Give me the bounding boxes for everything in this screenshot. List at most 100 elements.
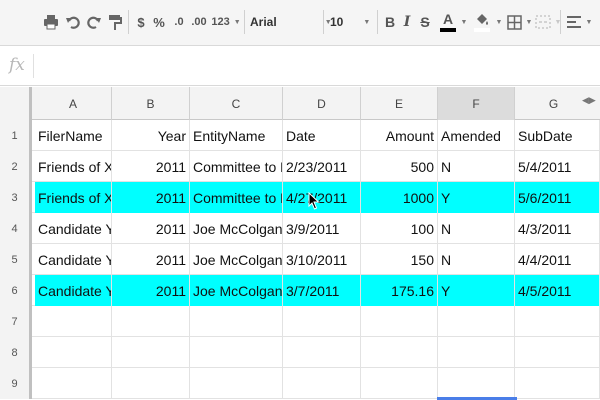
- table-cell[interactable]: [438, 368, 515, 399]
- paint-format-icon[interactable]: [105, 8, 125, 36]
- table-cell[interactable]: Joe McColgan: [190, 244, 283, 275]
- table-cell[interactable]: 2011: [112, 151, 190, 182]
- undo-icon[interactable]: [63, 8, 83, 36]
- more-formats-button[interactable]: 123 ▼: [210, 8, 242, 36]
- table-cell[interactable]: [438, 306, 515, 337]
- table-cell[interactable]: 3/7/2011: [283, 275, 361, 306]
- percent-format-button[interactable]: %: [153, 14, 165, 30]
- table-cell[interactable]: [112, 306, 190, 337]
- table-cell[interactable]: Committee to Elect: [190, 151, 283, 182]
- table-cell[interactable]: Y: [438, 182, 515, 213]
- merge-cells-icon[interactable]: [532, 8, 554, 36]
- column-header-e[interactable]: E: [361, 87, 438, 120]
- table-cell[interactable]: Friends of X: [35, 182, 112, 213]
- table-cell[interactable]: 3/9/2011: [283, 213, 361, 244]
- chevron-down-icon[interactable]: ▼: [460, 18, 468, 26]
- table-cell[interactable]: Committee to Elect: [190, 182, 283, 213]
- table-cell[interactable]: [515, 306, 600, 337]
- column-header-d[interactable]: D: [283, 87, 361, 120]
- table-cell[interactable]: [190, 306, 283, 337]
- print-icon[interactable]: [40, 8, 62, 36]
- table-cell[interactable]: EntityName: [190, 120, 283, 151]
- column-header-f[interactable]: F: [438, 87, 515, 120]
- formula-input[interactable]: [38, 54, 593, 78]
- table-cell[interactable]: SubDate: [515, 120, 600, 151]
- decrease-decimals-button[interactable]: .0: [174, 16, 184, 28]
- table-cell[interactable]: [190, 337, 283, 368]
- row-header[interactable]: 8: [0, 337, 32, 368]
- increase-decimals-button[interactable]: .00: [191, 16, 207, 28]
- column-header-c[interactable]: C: [190, 87, 283, 120]
- table-cell[interactable]: [283, 368, 361, 399]
- font-family-select[interactable]: Arial ▼: [250, 8, 332, 36]
- row-header[interactable]: 6: [0, 275, 32, 306]
- table-cell[interactable]: N: [438, 151, 515, 182]
- table-cell[interactable]: [283, 337, 361, 368]
- table-cell[interactable]: Candidate Y: [35, 244, 112, 275]
- align-left-icon[interactable]: [565, 8, 583, 36]
- table-cell[interactable]: 500: [361, 151, 438, 182]
- table-cell[interactable]: Friends of X: [35, 151, 112, 182]
- column-header-g[interactable]: G: [548, 96, 559, 111]
- table-cell[interactable]: 4/4/2011: [515, 244, 600, 275]
- table-cell[interactable]: [283, 306, 361, 337]
- table-cell[interactable]: [361, 337, 438, 368]
- table-cell[interactable]: Date: [283, 120, 361, 151]
- table-cell[interactable]: 2011: [112, 275, 190, 306]
- table-cell[interactable]: 2011: [112, 213, 190, 244]
- font-size-select[interactable]: 10 ▼: [330, 8, 374, 36]
- row-header[interactable]: 3: [0, 182, 32, 213]
- table-cell[interactable]: 2011: [112, 182, 190, 213]
- table-cell[interactable]: [35, 368, 112, 399]
- table-cell[interactable]: Amended: [438, 120, 515, 151]
- table-cell[interactable]: [112, 368, 190, 399]
- table-cell[interactable]: 100: [361, 213, 438, 244]
- column-header-b[interactable]: B: [112, 87, 190, 120]
- table-cell[interactable]: Joe McColgan: [190, 213, 283, 244]
- table-cell[interactable]: N: [438, 244, 515, 275]
- select-all-corner[interactable]: [0, 87, 32, 120]
- table-cell[interactable]: [515, 337, 600, 368]
- italic-button[interactable]: I: [403, 14, 411, 30]
- chevron-down-icon[interactable]: ▼: [554, 18, 562, 26]
- column-header-a[interactable]: A: [35, 87, 112, 120]
- row-header[interactable]: 2: [0, 151, 32, 182]
- table-cell[interactable]: Year: [112, 120, 190, 151]
- row-header[interactable]: 1: [0, 120, 32, 151]
- bold-button[interactable]: B: [384, 14, 396, 30]
- table-cell[interactable]: 5/6/2011: [515, 182, 600, 213]
- table-cell[interactable]: 1000: [361, 182, 438, 213]
- table-cell[interactable]: Joe McColgan: [190, 275, 283, 306]
- table-cell[interactable]: [361, 368, 438, 399]
- table-cell[interactable]: 4/5/2011: [515, 275, 600, 306]
- strikethrough-button[interactable]: S: [420, 14, 430, 30]
- table-cell[interactable]: N: [438, 213, 515, 244]
- table-cell[interactable]: 150: [361, 244, 438, 275]
- chevron-down-icon[interactable]: ▼: [495, 18, 503, 26]
- table-cell[interactable]: Y: [438, 275, 515, 306]
- row-header[interactable]: 4: [0, 213, 32, 244]
- table-cell[interactable]: [112, 337, 190, 368]
- table-cell[interactable]: Amount: [361, 120, 438, 151]
- row-header[interactable]: 7: [0, 306, 32, 337]
- table-cell[interactable]: [361, 306, 438, 337]
- table-cell[interactable]: 2011: [112, 244, 190, 275]
- table-cell[interactable]: Candidate Y: [35, 275, 112, 306]
- redo-icon[interactable]: [84, 8, 104, 36]
- table-cell[interactable]: [438, 337, 515, 368]
- fill-color-button[interactable]: [470, 8, 494, 36]
- table-cell[interactable]: [35, 337, 112, 368]
- table-cell[interactable]: FilerName: [35, 120, 112, 151]
- currency-format-button[interactable]: $: [137, 14, 145, 30]
- table-cell[interactable]: 2/23/2011: [283, 151, 361, 182]
- table-cell[interactable]: Candidate Y: [35, 213, 112, 244]
- table-cell[interactable]: [35, 306, 112, 337]
- borders-icon[interactable]: [503, 8, 525, 36]
- table-cell[interactable]: [515, 368, 600, 399]
- table-cell[interactable]: 175.16: [361, 275, 438, 306]
- text-color-button[interactable]: A: [437, 8, 459, 36]
- chevron-down-icon[interactable]: ▼: [525, 18, 533, 26]
- column-scroll-arrows-icon[interactable]: ◀▶: [582, 95, 596, 105]
- table-cell[interactable]: 3/10/2011: [283, 244, 361, 275]
- table-cell[interactable]: 5/4/2011: [515, 151, 600, 182]
